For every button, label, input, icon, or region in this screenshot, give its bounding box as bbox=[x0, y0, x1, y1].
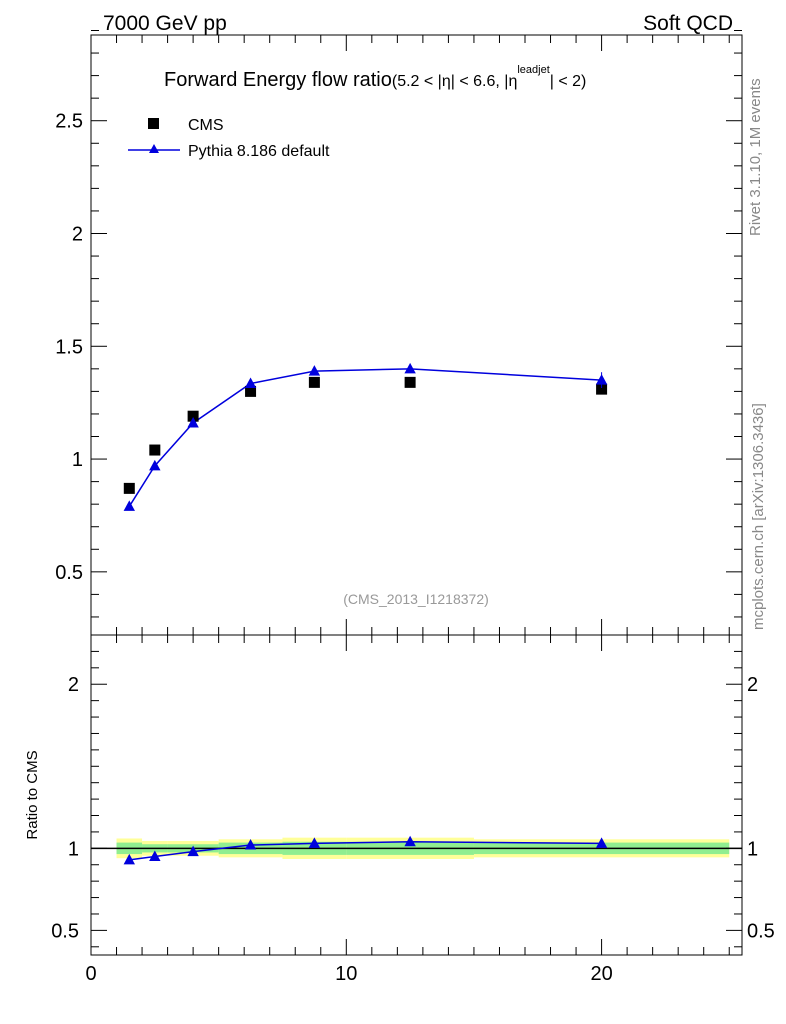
ratio-ytick-label-right: 0.5 bbox=[747, 920, 775, 942]
main-ytick-label: 1 bbox=[72, 449, 83, 471]
mc-point bbox=[244, 377, 257, 388]
mc-point bbox=[187, 416, 199, 428]
legend-data-label: CMS bbox=[188, 117, 224, 134]
cms-point bbox=[245, 385, 257, 397]
mc-line bbox=[128, 368, 602, 507]
cms-point bbox=[187, 410, 199, 422]
ratio-frame bbox=[90, 634, 743, 956]
main-ytick-label: 2 bbox=[72, 223, 83, 245]
watermark: (CMS_2013_I1218372) bbox=[343, 591, 489, 607]
ratio-panel: 0.5 0.51 12 20 10 20 Ratio to CMS bbox=[24, 634, 775, 985]
ratio-ylabel: Ratio to CMS bbox=[24, 750, 41, 839]
side-text-mcplots: mcplots.cern.ch [arXiv:1306.3436] bbox=[750, 403, 767, 630]
ratio-ytick-label: 0.5 bbox=[51, 920, 79, 942]
side-text-rivet: Rivet 3.1.10, 1M events bbox=[747, 78, 764, 236]
main-ytick-label: 1.5 bbox=[55, 336, 83, 358]
xtick-label: 0 bbox=[85, 963, 96, 985]
mc-point bbox=[404, 362, 416, 374]
ratio-mc-point bbox=[404, 835, 416, 847]
main-ytick-label: 0.5 bbox=[55, 562, 83, 584]
main-ytick-label: 2.5 bbox=[55, 111, 83, 133]
xtick-label: 20 bbox=[590, 963, 612, 985]
cms-point bbox=[308, 376, 320, 388]
plot-title-cond-b: | < 6.6, | bbox=[451, 73, 509, 90]
xtick-label: 10 bbox=[335, 963, 357, 985]
header-right: Soft QCD bbox=[643, 12, 733, 35]
plot-title-superscript: leadjet bbox=[517, 64, 549, 76]
cms-point bbox=[149, 444, 161, 456]
plot-title-cond-c: | < 2) bbox=[550, 73, 587, 90]
plot-title-eta1: η bbox=[442, 73, 451, 90]
legend-mc-marker bbox=[149, 144, 159, 153]
cms-point bbox=[404, 376, 416, 388]
legend-data-marker bbox=[148, 118, 159, 129]
ratio-ytick-label: 2 bbox=[68, 674, 79, 696]
ratio-ytick-label-right: 2 bbox=[747, 674, 758, 696]
plot-title-main: Forward Energy flow ratio bbox=[164, 69, 392, 91]
plot-title-cond-a: (5.2 < | bbox=[392, 73, 442, 90]
header-left: 7000 GeV pp bbox=[103, 12, 227, 35]
ratio-mc-point bbox=[244, 839, 257, 850]
ratio-mc-point bbox=[149, 850, 161, 862]
cms-point bbox=[596, 383, 608, 395]
ratio-mc-point bbox=[187, 845, 199, 857]
legend-mc-label: Pythia 8.186 default bbox=[188, 143, 330, 160]
ratio-mc-point bbox=[595, 837, 608, 848]
ratio-ytick-label-right: 1 bbox=[747, 838, 758, 860]
cms-point bbox=[123, 482, 135, 494]
mc-point bbox=[123, 500, 135, 511]
ratio-ytick-label: 1 bbox=[68, 838, 79, 860]
plot-title-eta2: η bbox=[508, 73, 517, 90]
legend: CMS Pythia 8.186 default bbox=[128, 117, 330, 160]
mc-point bbox=[149, 459, 161, 471]
ratio-mc-point bbox=[123, 853, 135, 865]
ratio-mc-point bbox=[308, 837, 321, 848]
main-panel: 0.5 1 1.5 2 2.5 Forward Energy flow ratio(5.… bbox=[55, 29, 743, 636]
mc-point bbox=[308, 365, 321, 376]
plot-title: Forward Energy flow ratio(5.2 < |η| < 6.… bbox=[164, 64, 586, 91]
